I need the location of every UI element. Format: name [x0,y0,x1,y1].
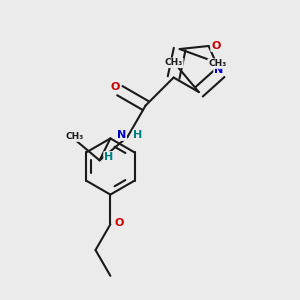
Text: N: N [214,65,224,75]
Text: H: H [134,130,142,140]
Text: H: H [104,152,113,162]
Text: N: N [117,130,126,140]
Text: CH₃: CH₃ [208,59,226,68]
Text: O: O [114,218,124,228]
Text: O: O [211,41,220,51]
Text: CH₃: CH₃ [65,132,83,141]
Text: O: O [110,82,120,92]
Text: CH₃: CH₃ [164,58,183,67]
